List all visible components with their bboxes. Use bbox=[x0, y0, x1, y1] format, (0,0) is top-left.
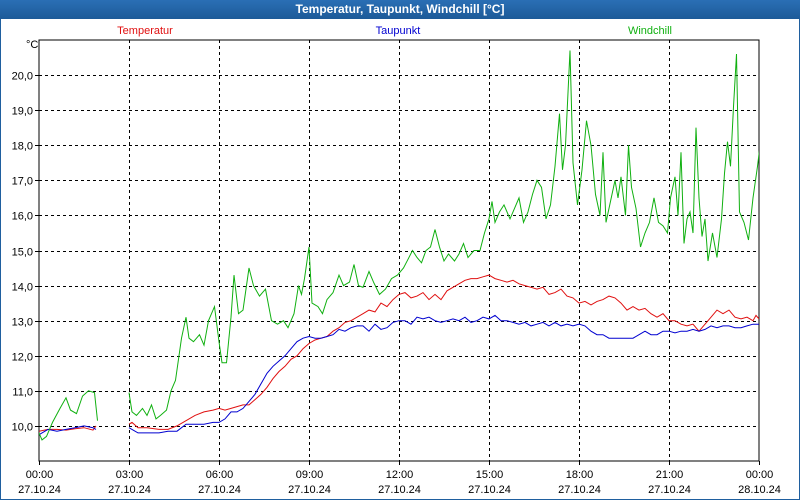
x-tick-time-label: 06:00 bbox=[206, 469, 234, 481]
x-tick-time-label: 18:00 bbox=[566, 469, 594, 481]
y-tick-label: 15,0 bbox=[12, 247, 33, 259]
x-tick-time-label: 00:00 bbox=[26, 469, 54, 481]
x-tick-time-label: 15:00 bbox=[476, 469, 504, 481]
x-tick-date-label: 28.10.24 bbox=[738, 484, 781, 496]
series-line-windchill bbox=[39, 390, 98, 441]
y-tick-label: 14,0 bbox=[12, 282, 33, 294]
y-tick-label: 11,0 bbox=[12, 387, 33, 399]
legend-entry-taupunkt: Taupunkt bbox=[376, 25, 421, 37]
x-tick-date-label: 27.10.24 bbox=[108, 484, 151, 496]
y-tick-label: 19,0 bbox=[12, 106, 33, 118]
series-line-temperatur bbox=[128, 274, 759, 430]
x-tick-time-label: 00:00 bbox=[746, 469, 774, 481]
series-line-taupunkt bbox=[128, 314, 759, 434]
x-tick-date-label: 27.10.24 bbox=[198, 484, 241, 496]
y-tick-label: 13,0 bbox=[12, 317, 33, 329]
legend-entry-windchill: Windchill bbox=[628, 25, 672, 37]
y-tick-label: 17,0 bbox=[12, 176, 33, 188]
y-tick-label: 20,0 bbox=[12, 71, 33, 83]
x-tick-time-label: 09:00 bbox=[296, 469, 324, 481]
x-tick-time-label: 12:00 bbox=[386, 469, 414, 481]
x-tick-date-label: 27.10.24 bbox=[378, 484, 421, 496]
x-tick-date-label: 27.10.24 bbox=[18, 484, 61, 496]
x-tick-date-label: 27.10.24 bbox=[288, 484, 331, 496]
y-axis-unit-label: °C bbox=[26, 39, 38, 51]
legend-entry-temperatur: Temperatur bbox=[117, 25, 173, 37]
y-tick-label: 18,0 bbox=[12, 141, 33, 153]
x-tick-time-label: 21:00 bbox=[656, 469, 684, 481]
series-line-windchill bbox=[128, 50, 759, 420]
y-tick-label: 16,0 bbox=[12, 211, 33, 223]
x-tick-date-label: 27.10.24 bbox=[468, 484, 511, 496]
x-tick-time-label: 03:00 bbox=[116, 469, 144, 481]
y-tick-label: 10,0 bbox=[12, 422, 33, 434]
window-title: Temperatur, Taupunkt, Windchill [°C] bbox=[0, 0, 800, 19]
y-tick-label: 12,0 bbox=[12, 352, 33, 364]
x-tick-date-label: 27.10.24 bbox=[558, 484, 601, 496]
x-tick-date-label: 27.10.24 bbox=[648, 484, 691, 496]
